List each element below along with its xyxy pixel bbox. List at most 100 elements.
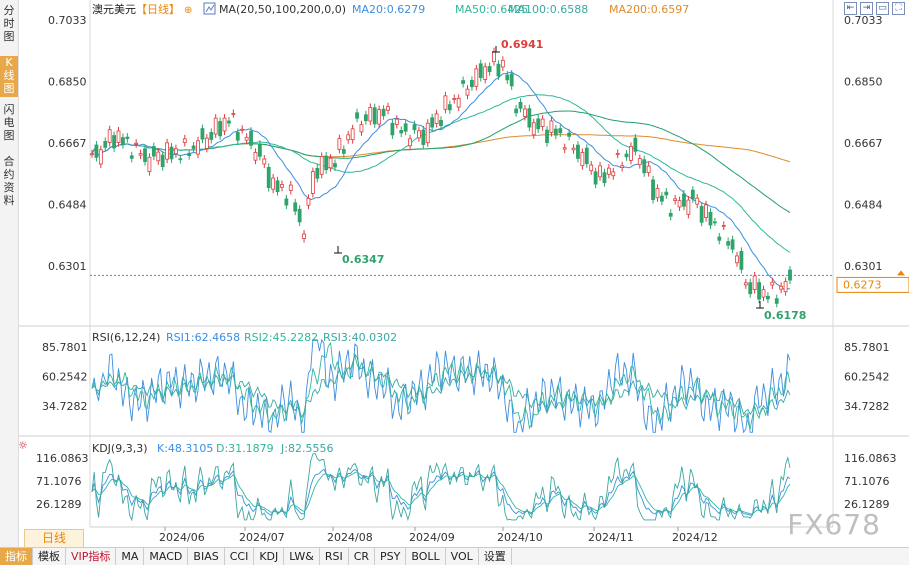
settings-gear-icon[interactable]: ⊕	[184, 5, 192, 16]
kdj-tick-right: 26.1289	[844, 498, 890, 511]
toolbar-ma[interactable]: MA	[116, 548, 145, 565]
price-tick-right: 0.7033	[844, 14, 883, 27]
candle-body	[704, 204, 708, 218]
candle-body	[107, 129, 112, 143]
ma50-value: MA50:0.6425	[455, 3, 528, 16]
current-price-marker-icon	[897, 270, 905, 276]
candle-body	[452, 98, 457, 100]
next-icon[interactable]: ⇥	[860, 2, 873, 15]
candle-body	[576, 144, 580, 159]
toolbar-boll[interactable]: BOLL	[406, 548, 446, 565]
toolbar-cci[interactable]: CCI	[225, 548, 255, 565]
kdj-tick-left: 26.1289	[36, 498, 82, 511]
price-tick-left: 0.6667	[48, 137, 87, 150]
candle-body	[350, 128, 355, 141]
toolbar-vol[interactable]: VOL	[446, 548, 479, 565]
candle-body	[381, 108, 386, 117]
tab-flash-chart[interactable]: 闪电图	[3, 103, 15, 142]
period-button[interactable]: 日线	[24, 529, 84, 548]
candle-body	[770, 281, 775, 286]
candle-body	[121, 137, 125, 146]
candle-body	[766, 295, 770, 300]
toolbar-lw[interactable]: LW&	[284, 548, 320, 565]
tab-time-chart[interactable]: 分时图	[3, 4, 15, 43]
rsi-tick-right: 85.7801	[844, 341, 890, 354]
candle-body	[743, 282, 748, 286]
kdj-target-icon[interactable]: ☼	[18, 439, 28, 452]
rsi-line-1	[91, 338, 791, 434]
candle-body	[372, 107, 377, 125]
toolbar-bias[interactable]: BIAS	[188, 548, 225, 565]
ma100-value: MA100:0.6588	[508, 3, 588, 16]
candle-body	[589, 164, 594, 172]
kdj-j-value: J:82.5556	[280, 442, 333, 455]
tab-kline-chart[interactable]: K线图	[0, 56, 18, 97]
prev-icon[interactable]: ⇤	[844, 2, 857, 15]
candle-body	[465, 88, 470, 96]
candle-body	[668, 212, 673, 217]
candlesticks	[90, 47, 792, 308]
side-tabs: 分时图 K线图 闪电图 合约资料	[0, 0, 19, 564]
candle-body	[562, 147, 567, 150]
candle-body	[699, 205, 704, 223]
candle-body	[492, 51, 496, 63]
candle-body	[227, 120, 231, 124]
toolbar-macd[interactable]: MACD	[144, 548, 189, 565]
rsi-tick-left: 34.7282	[42, 400, 88, 413]
toolbar-settings[interactable]: 设置	[479, 548, 512, 565]
candle-body	[178, 158, 183, 161]
price-tick-right: 0.6850	[844, 76, 883, 89]
candle-body	[518, 101, 523, 109]
candle-body	[620, 165, 625, 168]
candle-body	[147, 156, 152, 172]
tab-contract-info[interactable]: 合约资料	[3, 155, 15, 207]
maximize-icon[interactable]: ⛶	[892, 2, 905, 15]
candle-body	[412, 124, 417, 131]
toolbar-rsi[interactable]: RSI	[320, 548, 349, 565]
candle-body	[218, 121, 223, 137]
candle-body	[262, 158, 267, 165]
candle-body	[249, 130, 253, 146]
candle-body	[545, 129, 549, 144]
candle-body	[735, 255, 739, 264]
candle-body	[721, 225, 726, 227]
candle-body	[779, 285, 784, 290]
candle-body	[536, 118, 541, 130]
candle-body	[606, 167, 611, 175]
toolbar-indicators[interactable]: 指标	[0, 548, 33, 565]
candle-body	[434, 113, 439, 124]
candle-body	[602, 172, 607, 184]
rsi-tick-left: 85.7801	[42, 341, 88, 354]
kdj-tick-right: 71.1076	[844, 475, 890, 488]
candle-body	[94, 144, 99, 158]
ma20-value: MA20:0.6279	[352, 3, 425, 16]
toolbar-templates[interactable]: 模板	[33, 548, 66, 565]
candle-body	[204, 137, 209, 149]
candle-body	[708, 211, 713, 226]
candle-body	[646, 165, 651, 173]
candle-body	[571, 147, 576, 151]
kdj-tick-left: 116.0863	[36, 452, 89, 465]
candle-body	[359, 124, 364, 133]
toolbar-vip-indicators[interactable]: VIP指标	[66, 548, 117, 565]
candle-body	[567, 132, 572, 137]
toolbar-kdj[interactable]: KDJ	[254, 548, 285, 565]
x-tick-label: 2024/08	[327, 531, 373, 544]
rsi-lines	[91, 338, 791, 434]
restore-icon[interactable]: ▭	[876, 2, 889, 15]
rsi2-value: RSI2:45.2282	[244, 331, 318, 344]
toolbar-psy[interactable]: PSY	[375, 548, 407, 565]
rsi3-value: RSI3:40.0302	[323, 331, 397, 344]
toolbar-cr[interactable]: CR	[349, 548, 376, 565]
candle-body	[417, 130, 421, 139]
candle-body	[523, 108, 527, 117]
candle-body	[368, 107, 373, 122]
candle-body	[500, 59, 505, 68]
candle-body	[514, 108, 519, 114]
price-tick-left: 0.6301	[48, 260, 87, 273]
candle-body	[761, 289, 766, 298]
low-recent-annotation: 0.6178	[764, 309, 806, 322]
rsi-tick-left: 60.2542	[42, 370, 88, 383]
candle-body	[302, 233, 306, 239]
